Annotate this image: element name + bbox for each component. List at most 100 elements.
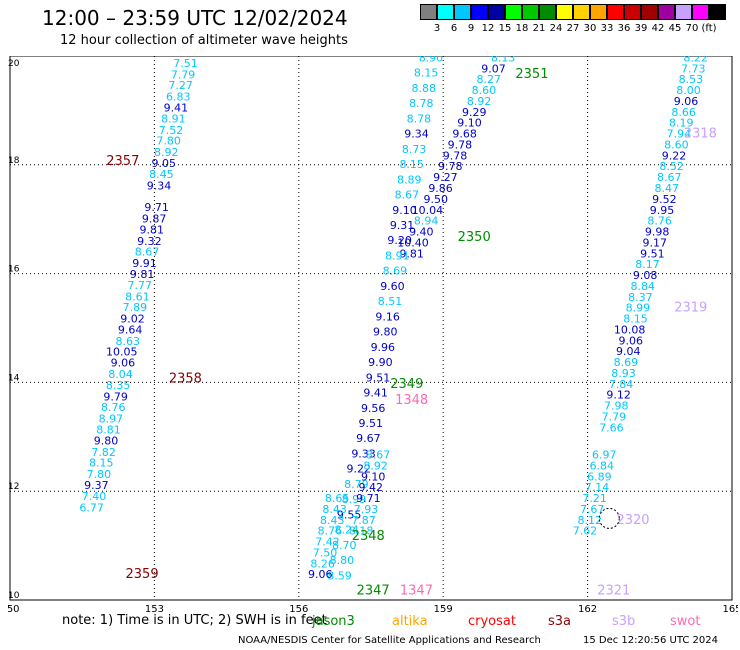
- scale-swatch: [624, 4, 641, 20]
- pass-label: 2349: [390, 377, 423, 392]
- legend-s3b: s3b: [612, 614, 636, 629]
- wave-height-obs: 7.82: [91, 446, 116, 459]
- scale-swatch: [556, 4, 573, 20]
- pass-label: 2359: [126, 567, 159, 582]
- wave-height-obs: 9.32: [137, 235, 162, 248]
- wave-height-obs: 7.80: [87, 468, 112, 481]
- wave-height-obs: 8.00: [676, 84, 701, 97]
- wave-height-obs: 7.66: [599, 421, 624, 434]
- scale-label: 24: [549, 23, 563, 34]
- wave-height-obs: 8.60: [664, 138, 689, 151]
- wave-height-obs: 9.31: [390, 219, 415, 232]
- wave-height-map: 1501531561591621651012141618207.517.797.…: [8, 56, 738, 612]
- scale-label: 27: [566, 23, 580, 34]
- footnote: note: 1) Time is in UTC; 2) SWH is in fe…: [62, 613, 327, 628]
- scale-label: 36: [617, 23, 631, 34]
- wave-height-obs: 8.60: [472, 84, 497, 97]
- wave-height-obs: 8.22: [683, 56, 708, 64]
- scale-swatch: [692, 4, 709, 20]
- scale-unit: (ft): [701, 23, 717, 34]
- wave-height-obs: 9.51: [640, 247, 665, 260]
- y-tick-label: 10: [8, 591, 20, 601]
- wave-height-obs: 8.89: [397, 173, 422, 186]
- scale-swatch: [420, 4, 437, 20]
- wave-height-obs: 9.95: [650, 204, 675, 217]
- wave-height-obs: 9.12: [606, 389, 631, 402]
- scale-swatch: [607, 4, 624, 20]
- wave-height-obs: 9.78: [448, 138, 473, 151]
- y-tick-label: 12: [8, 482, 19, 492]
- wave-height-obs: 9.40: [409, 226, 434, 239]
- wave-height-obs: 8.15: [399, 158, 424, 171]
- legend-cryosat: cryosat: [468, 614, 516, 629]
- wave-height-obs: 8.99: [626, 302, 651, 315]
- wave-height-obs: 8.70: [332, 539, 357, 552]
- wave-height-obs: 6.84: [590, 459, 615, 472]
- wave-height-obs: 7.93: [354, 503, 379, 516]
- pass-label: 2321: [597, 584, 630, 599]
- scale-label: 45: [668, 23, 682, 34]
- wave-height-obs: 8.19: [669, 117, 694, 130]
- wave-height-obs: 10.05: [106, 346, 138, 359]
- pass-label: 2357: [106, 154, 139, 169]
- wave-height-obs: 8.67: [366, 449, 391, 462]
- wave-height-obs: 7.62: [573, 525, 598, 538]
- wave-height-obs: 9.27: [433, 171, 458, 184]
- wave-height-obs: 7.94: [667, 128, 692, 141]
- wave-height-obs: 8.59: [327, 569, 352, 582]
- wave-height-obs: 9.56: [361, 402, 386, 415]
- wave-height-obs: 8.67: [657, 171, 682, 184]
- pass-label: 1348: [395, 393, 428, 408]
- wave-height-obs: 7.77: [127, 279, 152, 292]
- wave-height-obs: 7.51: [173, 57, 198, 70]
- wave-height-obs: 8.04: [108, 368, 133, 381]
- scale-label: 33: [600, 23, 614, 34]
- highlight-circle: [598, 507, 620, 529]
- scale-label: 21: [532, 23, 546, 34]
- wave-height-obs: 9.87: [142, 212, 167, 225]
- wave-height-obs: 7.89: [123, 301, 148, 314]
- wave-height-obs: 9.96: [371, 341, 396, 354]
- scale-swatch: [658, 4, 675, 20]
- wave-height-obs: 9.50: [424, 193, 449, 206]
- scale-label: 12: [481, 23, 495, 34]
- wave-height-obs: 9.71: [356, 492, 381, 505]
- wave-height-obs: 8.92: [154, 146, 179, 159]
- wave-height-obs: 8.90: [419, 56, 444, 64]
- wave-height-obs: 9.05: [152, 157, 177, 170]
- scale-swatch: [675, 4, 692, 20]
- wave-height-obs: 9.06: [618, 334, 643, 347]
- wave-height-obs: 8.63: [115, 335, 140, 348]
- wave-height-obs: 8.65: [325, 492, 350, 505]
- scale-swatch: [505, 4, 522, 20]
- pass-label: 2318: [684, 127, 717, 142]
- pass-label: 1347: [400, 584, 433, 599]
- x-tick-label: 150: [8, 604, 20, 612]
- legend-s3a: s3a: [548, 614, 572, 629]
- scale-swatch: [539, 4, 556, 20]
- wave-height-obs: 9.55: [337, 508, 362, 521]
- scale-swatch: [573, 4, 590, 20]
- wave-height-obs: 8.97: [99, 413, 124, 426]
- scale-swatch: [641, 4, 658, 20]
- wave-height-obs: 9.98: [645, 226, 670, 239]
- wave-height-obs: 8.84: [630, 280, 655, 293]
- x-tick-label: 162: [578, 604, 597, 612]
- plot-frame: [9, 56, 733, 601]
- wave-height-obs: 9.51: [366, 371, 391, 384]
- wave-height-obs: 9.68: [452, 128, 477, 141]
- wave-height-obs: 8.66: [671, 106, 696, 119]
- wave-height-obs: 9.07: [481, 62, 506, 75]
- wave-height-obs: 8.13: [491, 56, 516, 64]
- scale-swatch: [590, 4, 607, 20]
- wave-height-obs: 8.52: [659, 160, 684, 173]
- scale-swatch: [454, 4, 471, 20]
- wave-height-obs: 8.51: [378, 295, 403, 308]
- wave-height-obs: 7.80: [156, 135, 181, 148]
- wave-height-obs: 9.41: [363, 387, 388, 400]
- wave-height-obs: 9.64: [118, 323, 143, 336]
- wave-height-obs: 8.91: [161, 112, 186, 125]
- wave-height-obs: 7.73: [681, 62, 706, 75]
- map-subtitle: 12 hour collection of altimeter wave hei…: [60, 33, 348, 48]
- wave-height-obs: 7.79: [602, 410, 627, 423]
